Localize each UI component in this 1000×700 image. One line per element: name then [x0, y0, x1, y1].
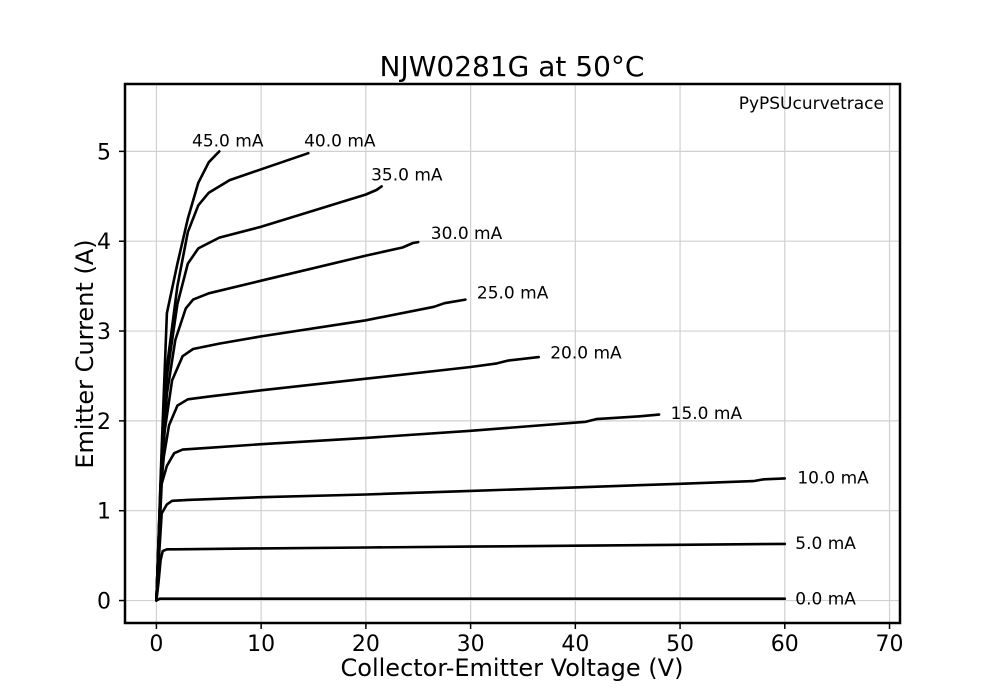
y-axis-label: Emitter Current (A) [71, 239, 99, 468]
curve-label: 0.0 mA [795, 590, 856, 610]
curve-5-0-ma [155, 542, 787, 602]
plot-frame [123, 82, 902, 625]
x-tick-label: 10 [247, 632, 275, 657]
x-tick-label: 60 [771, 632, 799, 657]
curve-10-0-ma [155, 477, 787, 602]
x-tick-label: 30 [457, 632, 485, 657]
y-axis-ticks: 0 1 2 3 4 5 [97, 140, 125, 615]
watermark-label: PyPSUcurvetrace [739, 94, 884, 114]
grid-lines [125, 84, 900, 623]
curves [155, 150, 787, 602]
x-tick-label: 70 [876, 632, 904, 657]
curve-45-0-ma [155, 150, 221, 602]
y-tick-label: 5 [97, 140, 111, 165]
y-tick-label: 2 [97, 410, 111, 435]
y-tick-label: 4 [97, 230, 111, 255]
x-axis-ticks: 0 10 20 30 40 50 60 70 [149, 623, 904, 657]
x-axis-label: Collector-Emitter Voltage (V) [341, 654, 684, 682]
curve-label: 35.0 mA [371, 166, 443, 186]
y-tick-label: 1 [97, 500, 111, 525]
curve-label: 15.0 mA [671, 404, 743, 424]
curve-label: 10.0 mA [797, 468, 869, 488]
curve-labels: 45.0 mA 40.0 mA 35.0 mA 30.0 mA 25.0 mA 20.0 … [192, 132, 869, 610]
curve-label: 30.0 mA [431, 224, 503, 244]
curve-0-0-ma [155, 597, 787, 602]
x-tick-label: 40 [561, 632, 589, 657]
curve-label: 20.0 mA [550, 344, 622, 364]
curve-label: 5.0 mA [795, 534, 856, 554]
curve-label: 40.0 mA [304, 132, 376, 152]
x-tick-label: 50 [666, 632, 694, 657]
y-tick-label: 0 [97, 590, 111, 615]
curve-label: 45.0 mA [192, 132, 264, 152]
curve-label: 25.0 mA [477, 283, 549, 303]
x-tick-label: 20 [352, 632, 380, 657]
y-tick-label: 3 [97, 320, 111, 345]
chart-title: NJW0281G at 50°C [380, 50, 645, 83]
x-tick-label: 0 [149, 632, 163, 657]
